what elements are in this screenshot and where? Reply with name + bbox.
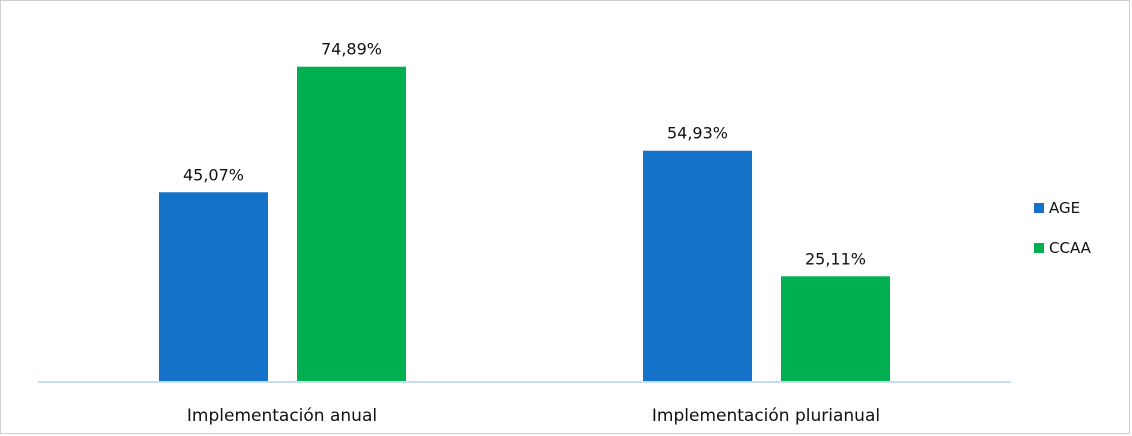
legend-label-ccaa: CCAA <box>1049 239 1092 257</box>
legend: AGE CCAA <box>1034 199 1092 257</box>
bar-ccaa-1 <box>781 276 890 382</box>
category-labels: Implementación anual Implementación pluri… <box>187 406 880 426</box>
data-label-ccaa-0: 74,89% <box>321 40 382 59</box>
data-label-age-0: 45,07% <box>183 165 244 184</box>
bar-age-0 <box>159 192 268 382</box>
legend-label-age: AGE <box>1049 199 1080 217</box>
category-label-1: Implementación plurianual <box>652 406 880 426</box>
bar-age-1 <box>643 150 752 382</box>
legend-swatch-age <box>1034 203 1044 213</box>
bars-layer: 45,07% 74,89% 54,93% 25,11% <box>159 40 890 382</box>
data-label-age-1: 54,93% <box>667 124 728 143</box>
legend-swatch-ccaa <box>1034 243 1044 253</box>
data-label-ccaa-1: 25,11% <box>805 249 866 268</box>
category-label-0: Implementación anual <box>187 406 377 426</box>
bar-ccaa-0 <box>297 66 406 382</box>
